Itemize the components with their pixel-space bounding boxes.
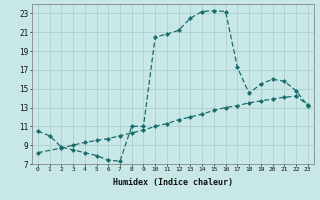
X-axis label: Humidex (Indice chaleur): Humidex (Indice chaleur) xyxy=(113,178,233,187)
